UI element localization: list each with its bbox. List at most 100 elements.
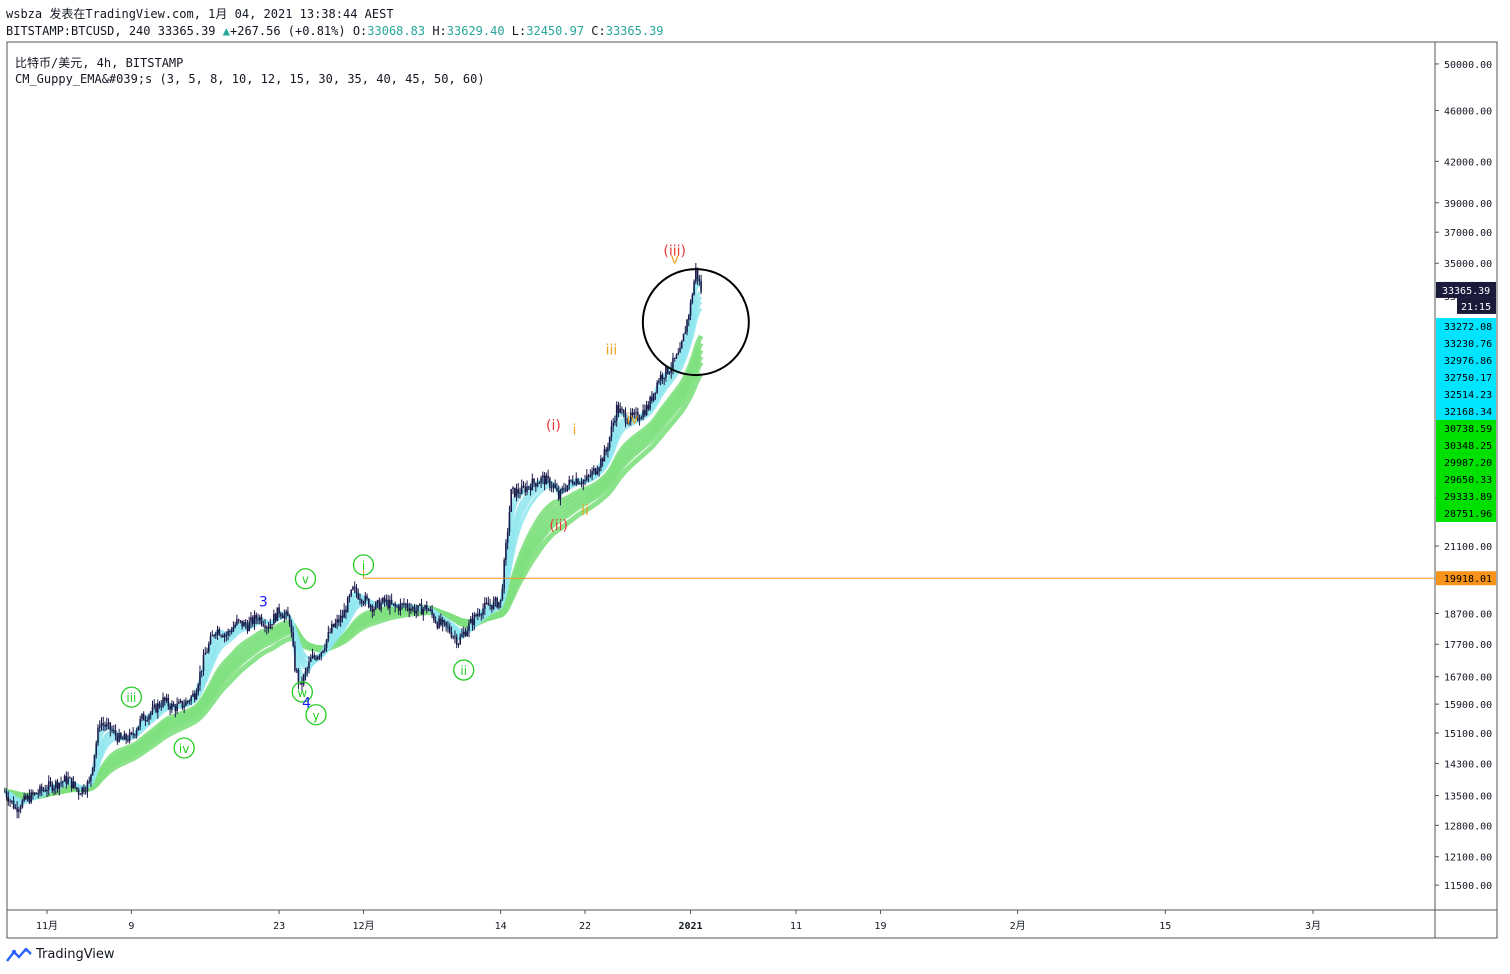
- y-tick-label: 12800.00: [1444, 821, 1492, 832]
- candle-body: [67, 777, 69, 784]
- x-tick-label: 9: [128, 921, 134, 932]
- candle-body: [33, 792, 36, 795]
- candle-body: [536, 483, 539, 487]
- wave-label: (ii): [549, 518, 568, 534]
- candle-body: [549, 478, 551, 488]
- candle-body: [410, 608, 412, 612]
- candle-body: [510, 489, 512, 512]
- candle-body: [169, 705, 171, 710]
- wave-label: 4: [302, 695, 311, 711]
- candle-body: [269, 624, 272, 629]
- candle-body: [5, 791, 8, 798]
- candle-body: [146, 720, 149, 722]
- candle-body: [107, 722, 110, 724]
- candle-body: [487, 603, 490, 606]
- candle-body: [614, 420, 616, 423]
- candle-body: [134, 734, 136, 736]
- candle-body: [90, 774, 92, 781]
- candle-body: [642, 410, 644, 418]
- candle-body: [227, 630, 229, 636]
- candle-body: [633, 412, 636, 415]
- candle-body: [596, 471, 599, 475]
- x-tick-label: 11: [790, 921, 802, 932]
- candle-body: [542, 475, 544, 478]
- ema-slow-value: 29987.20: [1444, 458, 1492, 469]
- candle-body: [188, 701, 191, 703]
- candle-body: [176, 703, 178, 712]
- candle-body: [343, 609, 345, 618]
- wave-circle: [453, 659, 475, 681]
- candle-body: [529, 487, 532, 491]
- candle-body: [543, 475, 546, 485]
- candle-body: [431, 609, 433, 615]
- candle-body: [229, 630, 231, 632]
- up-triangle-icon: ▲: [222, 24, 230, 38]
- candle-body: [304, 671, 307, 676]
- candle-body: [130, 732, 133, 734]
- candle-body: [91, 767, 94, 775]
- last-price-label: 33365.39: [1442, 286, 1490, 297]
- candle-body: [515, 488, 518, 497]
- candle-body: [248, 621, 251, 631]
- candle-body: [128, 732, 131, 741]
- candle-body: [216, 629, 219, 634]
- candle-body: [19, 807, 22, 810]
- candle-body: [670, 368, 673, 373]
- candle-body: [626, 422, 629, 424]
- candle-body: [353, 586, 356, 588]
- candle-body: [476, 613, 479, 616]
- candle-body: [98, 726, 101, 728]
- candle-body: [367, 598, 370, 608]
- candle-body: [251, 617, 254, 625]
- ema-slow-stack: [1436, 419, 1496, 522]
- candle-body: [563, 488, 565, 490]
- candle-body: [578, 483, 581, 485]
- candle-body: [53, 787, 55, 791]
- x-tick-label: 11月: [36, 920, 58, 932]
- candle-body: [403, 603, 405, 606]
- ema-slow-value: 30348.25: [1444, 441, 1492, 452]
- candle-body: [517, 488, 520, 494]
- candle-body: [677, 352, 680, 355]
- ema-slow-value: 30738.59: [1444, 424, 1492, 435]
- candle-body: [489, 605, 491, 607]
- candle-body: [213, 634, 215, 636]
- candle-body: [468, 622, 470, 631]
- candle-body: [659, 374, 662, 381]
- candle-body: [127, 739, 129, 741]
- candle-body: [72, 781, 75, 789]
- candle-body: [125, 734, 127, 740]
- candle-body: [607, 447, 609, 452]
- candle-body: [628, 421, 630, 424]
- candle-body: [637, 412, 639, 421]
- indicator-legend[interactable]: CM_Guppy_EMA&#039;s (3, 5, 8, 10, 12, 15…: [15, 72, 485, 86]
- candle-body: [649, 396, 651, 409]
- candle-body: [86, 781, 89, 792]
- candle-body: [142, 713, 145, 721]
- candle-body: [352, 586, 354, 590]
- countdown-label: 21:15: [1461, 302, 1491, 313]
- candle-body: [527, 486, 530, 488]
- chart-frame: [6, 41, 1498, 939]
- last-price-tag: [1436, 281, 1496, 298]
- candle-body: [485, 602, 488, 604]
- candle-body: [445, 621, 447, 626]
- candle-body: [236, 619, 238, 625]
- candle-body: [18, 809, 20, 812]
- candle-body: [271, 624, 273, 626]
- candle-body: [471, 618, 474, 626]
- ema-fast-value: 33272.08: [1444, 322, 1492, 333]
- candle-body: [652, 393, 655, 401]
- wave-circle: [291, 681, 313, 703]
- symbol-label: BITSTAMP:BTCUSD, 240: [6, 24, 151, 38]
- candle-body: [672, 357, 674, 369]
- candle-body: [575, 478, 578, 485]
- candle-body: [288, 616, 291, 624]
- candle-body: [116, 735, 119, 742]
- candle-body: [220, 635, 222, 637]
- candle-body: [102, 723, 105, 725]
- candle-body: [589, 475, 592, 477]
- candle-body: [686, 319, 688, 332]
- candle-body: [346, 597, 349, 613]
